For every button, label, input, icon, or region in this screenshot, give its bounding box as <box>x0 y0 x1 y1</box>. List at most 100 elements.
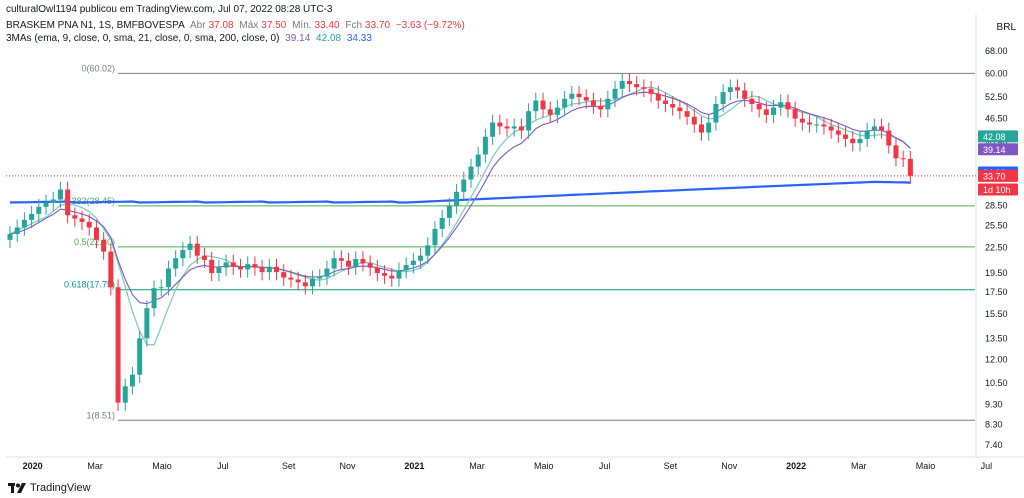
candle-body <box>612 88 618 99</box>
candle-body <box>93 227 99 240</box>
price-label-text: 39.14 <box>983 145 1006 155</box>
price-label-box <box>978 143 1018 156</box>
candle-body <box>144 308 150 339</box>
symbol-name[interactable]: BRASKEM PNA N1, 1S, BMFBOVESPA <box>6 20 185 31</box>
candle-body <box>778 102 784 108</box>
candle-body <box>835 130 841 135</box>
x-tick-label: 2020 <box>23 461 43 471</box>
brand-name: TradingView <box>30 482 91 494</box>
symbol-legend[interactable]: BRASKEM PNA N1, 1S, BMFBOVESPA Abr 37.08 … <box>6 20 468 31</box>
low-value: 33.40 <box>314 20 340 31</box>
candle-body <box>403 265 409 271</box>
candle-body <box>799 118 805 123</box>
candle-body <box>569 93 575 99</box>
candle-body <box>446 205 452 218</box>
sma200-line <box>9 180 911 204</box>
candle-body <box>72 215 78 219</box>
candle-body <box>65 189 71 216</box>
candle-body <box>792 109 798 119</box>
candle-body <box>907 158 913 176</box>
candle-body <box>165 268 171 288</box>
low-label: Mín. <box>292 20 312 31</box>
candle-body <box>562 98 568 108</box>
candle-body <box>706 122 712 133</box>
indicator-name[interactable]: 3MAs (ema, 9, close, 0, sma, 21, close, … <box>6 33 280 44</box>
ema9-line <box>9 91 911 305</box>
candle-body <box>670 103 676 108</box>
x-tick-label: Jul <box>217 461 229 471</box>
candle-body <box>662 100 668 104</box>
candle-body <box>482 136 488 155</box>
candle-body <box>216 267 222 274</box>
candle-body <box>86 221 92 228</box>
candle-body <box>540 100 546 110</box>
brand[interactable]: TradingView <box>8 482 91 494</box>
price-label-box <box>978 130 1018 143</box>
close-label: Fch <box>345 20 363 31</box>
candles <box>6 73 976 411</box>
x-tick-label: Jul <box>599 461 611 471</box>
ema9-path <box>9 91 911 305</box>
candle-body <box>331 258 337 269</box>
y-tick-label: 19.50 <box>985 268 1008 278</box>
y-tick-label: 68.00 <box>985 46 1008 56</box>
candle-body <box>7 233 13 240</box>
candle-body <box>677 107 683 112</box>
x-axis: 2020 Mar Maio Jul Set Nov 2021 Mar Maio Jul Set Nov… <box>23 461 993 471</box>
candle-body <box>108 251 114 288</box>
candle-body <box>346 260 352 267</box>
candle-body <box>259 267 265 273</box>
candle-body <box>158 287 164 289</box>
candle-body <box>129 374 135 387</box>
y-tick-label: 9.30 <box>985 400 1003 410</box>
candle-body <box>763 109 769 115</box>
y-tick-label: 25.50 <box>985 220 1008 230</box>
y-tick-label: 40.50 <box>985 138 1008 148</box>
candle-body <box>576 93 582 98</box>
candle-body <box>756 103 762 110</box>
price-label-text: 42.08 <box>983 132 1006 142</box>
candle-body <box>526 111 532 131</box>
price-label-text: 33.70 <box>983 171 1006 181</box>
candle-body <box>252 264 258 268</box>
candle-body <box>814 124 820 126</box>
candle-body <box>850 138 856 144</box>
candle-body <box>547 109 553 115</box>
x-tick-label: Nov <box>340 461 357 471</box>
sma21-value: 42.08 <box>316 33 342 44</box>
y-tick-label: 22.50 <box>985 243 1008 253</box>
candle-body <box>317 276 323 279</box>
x-tick-label: Mar <box>87 461 103 471</box>
candle-body <box>590 100 596 106</box>
candle-body <box>50 199 56 203</box>
candle-body <box>115 287 121 403</box>
candle-body <box>900 158 906 160</box>
candle-body <box>857 138 863 144</box>
candle-body <box>29 213 35 220</box>
candle-body <box>151 288 157 309</box>
indicator-legend[interactable]: 3MAs (ema, 9, close, 0, sma, 21, close, … <box>6 33 375 44</box>
x-tick-label: 2022 <box>786 461 806 471</box>
price-label-box <box>978 183 1018 196</box>
candle-body <box>302 282 308 287</box>
candle-body <box>389 275 395 279</box>
sma21-line <box>9 86 911 346</box>
y-axis: 68.0060.0052.5046.5040.5034.5028.5025.50… <box>985 46 1008 450</box>
candle-body <box>468 166 474 180</box>
x-tick-label: Jul <box>981 461 993 471</box>
candle-body <box>785 102 791 110</box>
candle-body <box>843 134 849 139</box>
y-tick-label: 60.00 <box>985 68 1008 78</box>
candle-body <box>533 100 539 112</box>
candle-body <box>619 80 625 89</box>
candle-body <box>230 262 236 267</box>
y-tick-label: 15.50 <box>985 309 1008 319</box>
candle-body <box>497 122 503 127</box>
candle-body <box>727 87 733 93</box>
candle-body <box>57 189 63 200</box>
candle-body <box>194 243 200 256</box>
change-value: −3.63 (−9.72%) <box>395 20 465 31</box>
